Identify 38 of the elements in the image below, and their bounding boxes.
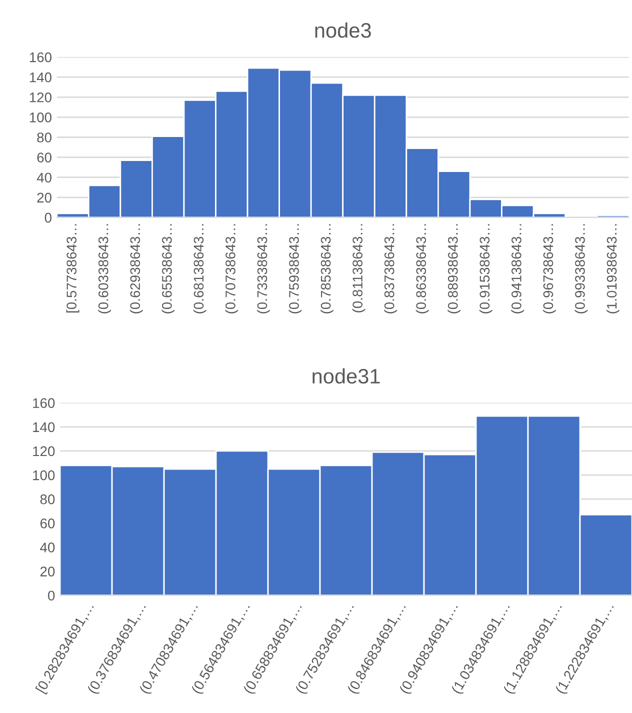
y-tick-label: 20 [40,566,55,576]
x-tick-label: (0.88938643… [448,224,461,314]
y-tick-label: 60 [40,518,55,528]
y-tick-label: 40 [40,542,55,552]
x-tick-label: (1.01938643… [606,224,620,314]
x-tick-label: (0.70738643… [225,224,238,314]
chart-title: node31 [312,368,380,384]
y-tick-label: 0 [48,590,55,601]
y-tick-label: 160 [30,52,52,62]
x-tick-label: (0.62938643… [130,224,143,314]
chart-title: node3 [315,22,371,38]
x-tick-label: (0.65538643… [162,224,175,314]
x-tick-label: (0.68138643… [193,224,206,314]
x-tick-label: (0.91538643… [479,224,492,314]
y-tick-label: 120 [33,446,55,456]
y-tick-label: 120 [30,92,52,102]
y-tick-label: 100 [33,470,55,480]
x-tick-label: (0.78538643… [320,224,334,314]
x-tick-label: (0.60338643… [98,224,112,314]
x-tick-label: (0.94138643… [511,224,524,314]
y-tick-label: 80 [40,494,55,504]
y-tick-label: 80 [37,132,52,142]
y-tick-label: 100 [30,112,52,122]
x-tick-label: (0.75938643… [288,224,302,314]
y-tick-label: 140 [30,72,52,82]
x-tick-label: (0.99338643… [574,224,588,314]
y-tick-label: 160 [33,398,55,408]
y-tick-label: 40 [36,172,52,183]
x-tick-label: (0.81138643… [352,224,366,312]
y-tick-label: 140 [33,422,55,432]
x-tick-label: [0.57738643… [66,224,80,312]
y-tick-label: 20 [37,192,52,203]
x-tick-label: (0.86338643… [416,224,429,314]
x-tick-label: (0.96738643… [542,224,556,314]
x-tick-label: (0.83738643… [384,224,397,314]
y-tick-label: 60 [37,152,52,162]
x-tick-label: (0.73338643… [256,224,270,314]
y-tick-label: 0 [44,212,52,223]
